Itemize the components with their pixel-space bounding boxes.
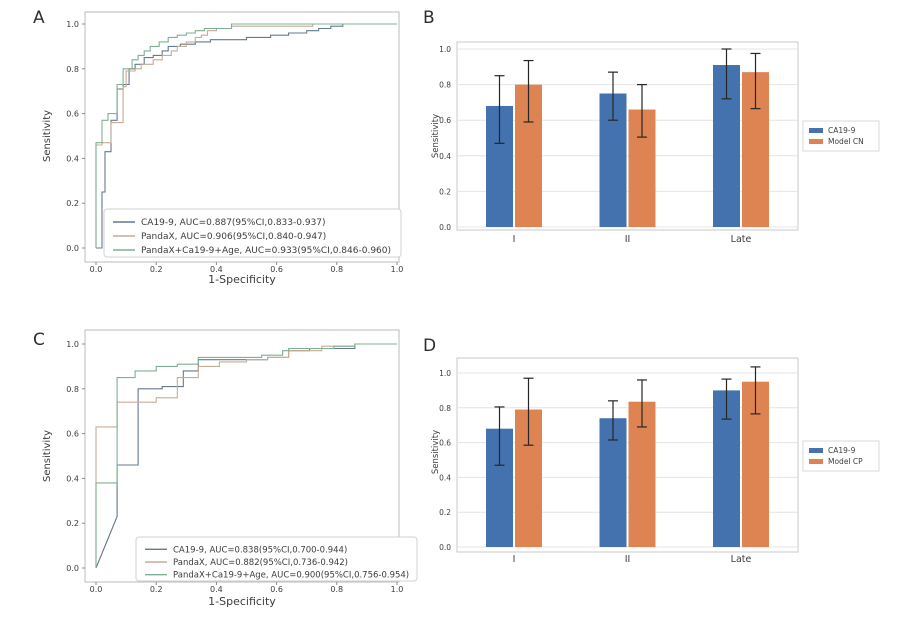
category-label: I xyxy=(513,554,516,565)
legend-entry-label: PandaX, AUC=0.906(95%CI,0.840-0.947) xyxy=(141,232,326,242)
panel-label-a: A xyxy=(33,8,45,28)
plot-frame xyxy=(456,41,799,231)
legend-entry-label: PandaX, AUC=0.882(95%CI,0.736-0.942) xyxy=(173,558,348,568)
y-axis-label: Sensitivity xyxy=(42,430,53,482)
panel-label-b: B xyxy=(423,8,435,28)
category-label: I xyxy=(513,234,516,245)
y-tick-label: 0.8 xyxy=(439,81,451,90)
legend-entry-label: CA19-9, AUC=0.838(95%CI,0.700-0.944) xyxy=(173,545,347,555)
y-tick-label: 0.4 xyxy=(439,152,451,161)
y-tick-label: 0.2 xyxy=(439,508,451,517)
category-label: Late xyxy=(731,554,752,565)
legend-color-swatch xyxy=(809,139,823,144)
y-tick-label: 0.0 xyxy=(66,244,79,253)
y-tick-label: 0.8 xyxy=(66,65,79,74)
panel-label-c: C xyxy=(33,330,45,350)
legend-box xyxy=(103,208,402,258)
y-tick-label: 0.6 xyxy=(439,439,451,448)
y-tick-label: 0.8 xyxy=(66,385,79,394)
legend-entry-label: Model CN xyxy=(828,137,864,146)
y-tick-label: 0.8 xyxy=(439,404,451,413)
y-tick-label: 1.0 xyxy=(439,369,451,378)
y-tick-label: 0.0 xyxy=(439,543,451,552)
y-tick-label: 0.4 xyxy=(66,474,79,483)
legend-entry-label: PandaX+Ca19-9+Age, AUC=0.900(95%CI,0.756… xyxy=(173,571,409,581)
legend-entry-label: PandaX+Ca19-9+Age, AUC=0.933(95%CI,0.846… xyxy=(141,246,391,256)
legend-box xyxy=(802,120,880,152)
x-tick-label: 0.8 xyxy=(330,585,343,594)
legend-color-swatch xyxy=(809,459,823,464)
y-axis-label: Sensitivity xyxy=(431,114,441,158)
y-tick-label: 0.2 xyxy=(66,519,79,528)
roc-line-series-1 xyxy=(95,23,397,248)
panel-a-roc-chart: 0.0 0.2 0.4 0.6 0.8 1.0 0.0 0.2 0.4 0.6 0.8 1.0 1-Sp… xyxy=(42,11,404,286)
y-tick-label: 1.0 xyxy=(66,20,79,29)
x-tick-label: 0.4 xyxy=(210,585,223,594)
x-axis-label: 1-Specificity xyxy=(208,273,276,286)
y-tick-label: 0.6 xyxy=(66,430,79,439)
x-tick-label: 0.6 xyxy=(270,585,283,594)
x-tick-label: 0.2 xyxy=(150,585,163,594)
y-tick-label: 0.4 xyxy=(439,473,451,482)
y-tick-label: 0.6 xyxy=(439,116,451,125)
x-tick-label: 0.6 xyxy=(270,265,283,274)
legend-entry-label: Model CP xyxy=(828,457,863,466)
plot-frame xyxy=(456,357,799,553)
y-tick-label: 0.0 xyxy=(439,223,451,232)
legend-box xyxy=(135,536,418,582)
roc-line-series-2 xyxy=(95,343,397,568)
legend-box xyxy=(802,440,880,472)
legend-color-swatch xyxy=(809,128,823,133)
category-label: II xyxy=(625,234,631,245)
legend-entry-label: CA19-9 xyxy=(828,446,856,455)
y-axis-label: Sensitivity xyxy=(431,430,441,474)
legend-entry-label: CA19-9, AUC=0.887(95%CI,0.833-0.937) xyxy=(141,218,326,228)
panel-label-d: D xyxy=(423,336,437,356)
y-tick-label: 1.0 xyxy=(66,340,79,349)
y-tick-label: 0.4 xyxy=(66,154,79,163)
roc-line-series-1 xyxy=(95,343,397,568)
x-tick-label: 0.4 xyxy=(210,265,223,274)
x-tick-label: 0.2 xyxy=(150,265,163,274)
x-axis-label: 1-Specificity xyxy=(208,595,276,608)
category-label: Late xyxy=(731,234,752,245)
y-tick-label: 0.2 xyxy=(66,199,79,208)
roc-line-series-2 xyxy=(95,23,397,248)
y-tick-label: 1.0 xyxy=(439,45,451,54)
category-label: II xyxy=(625,554,631,565)
x-tick-label: 0.8 xyxy=(330,265,343,274)
y-tick-label: 0.0 xyxy=(66,564,79,573)
panel-c-roc-chart: 0.0 0.2 0.4 0.6 0.8 1.0 0.0 0.2 0.4 0.6 0.8 1.0 1-Sp… xyxy=(42,329,418,608)
roc-line-series-0 xyxy=(96,23,397,249)
y-axis-label: Sensitivity xyxy=(42,110,53,162)
x-tick-label: 0.0 xyxy=(90,265,103,274)
legend-color-swatch xyxy=(809,448,823,453)
x-tick-label: 1.0 xyxy=(391,585,404,594)
y-tick-label: 0.2 xyxy=(439,187,451,196)
x-tick-label: 1.0 xyxy=(391,265,404,274)
legend-entry-label: CA19-9 xyxy=(828,126,856,135)
x-tick-label: 0.0 xyxy=(90,585,103,594)
y-tick-label: 0.6 xyxy=(66,110,79,119)
